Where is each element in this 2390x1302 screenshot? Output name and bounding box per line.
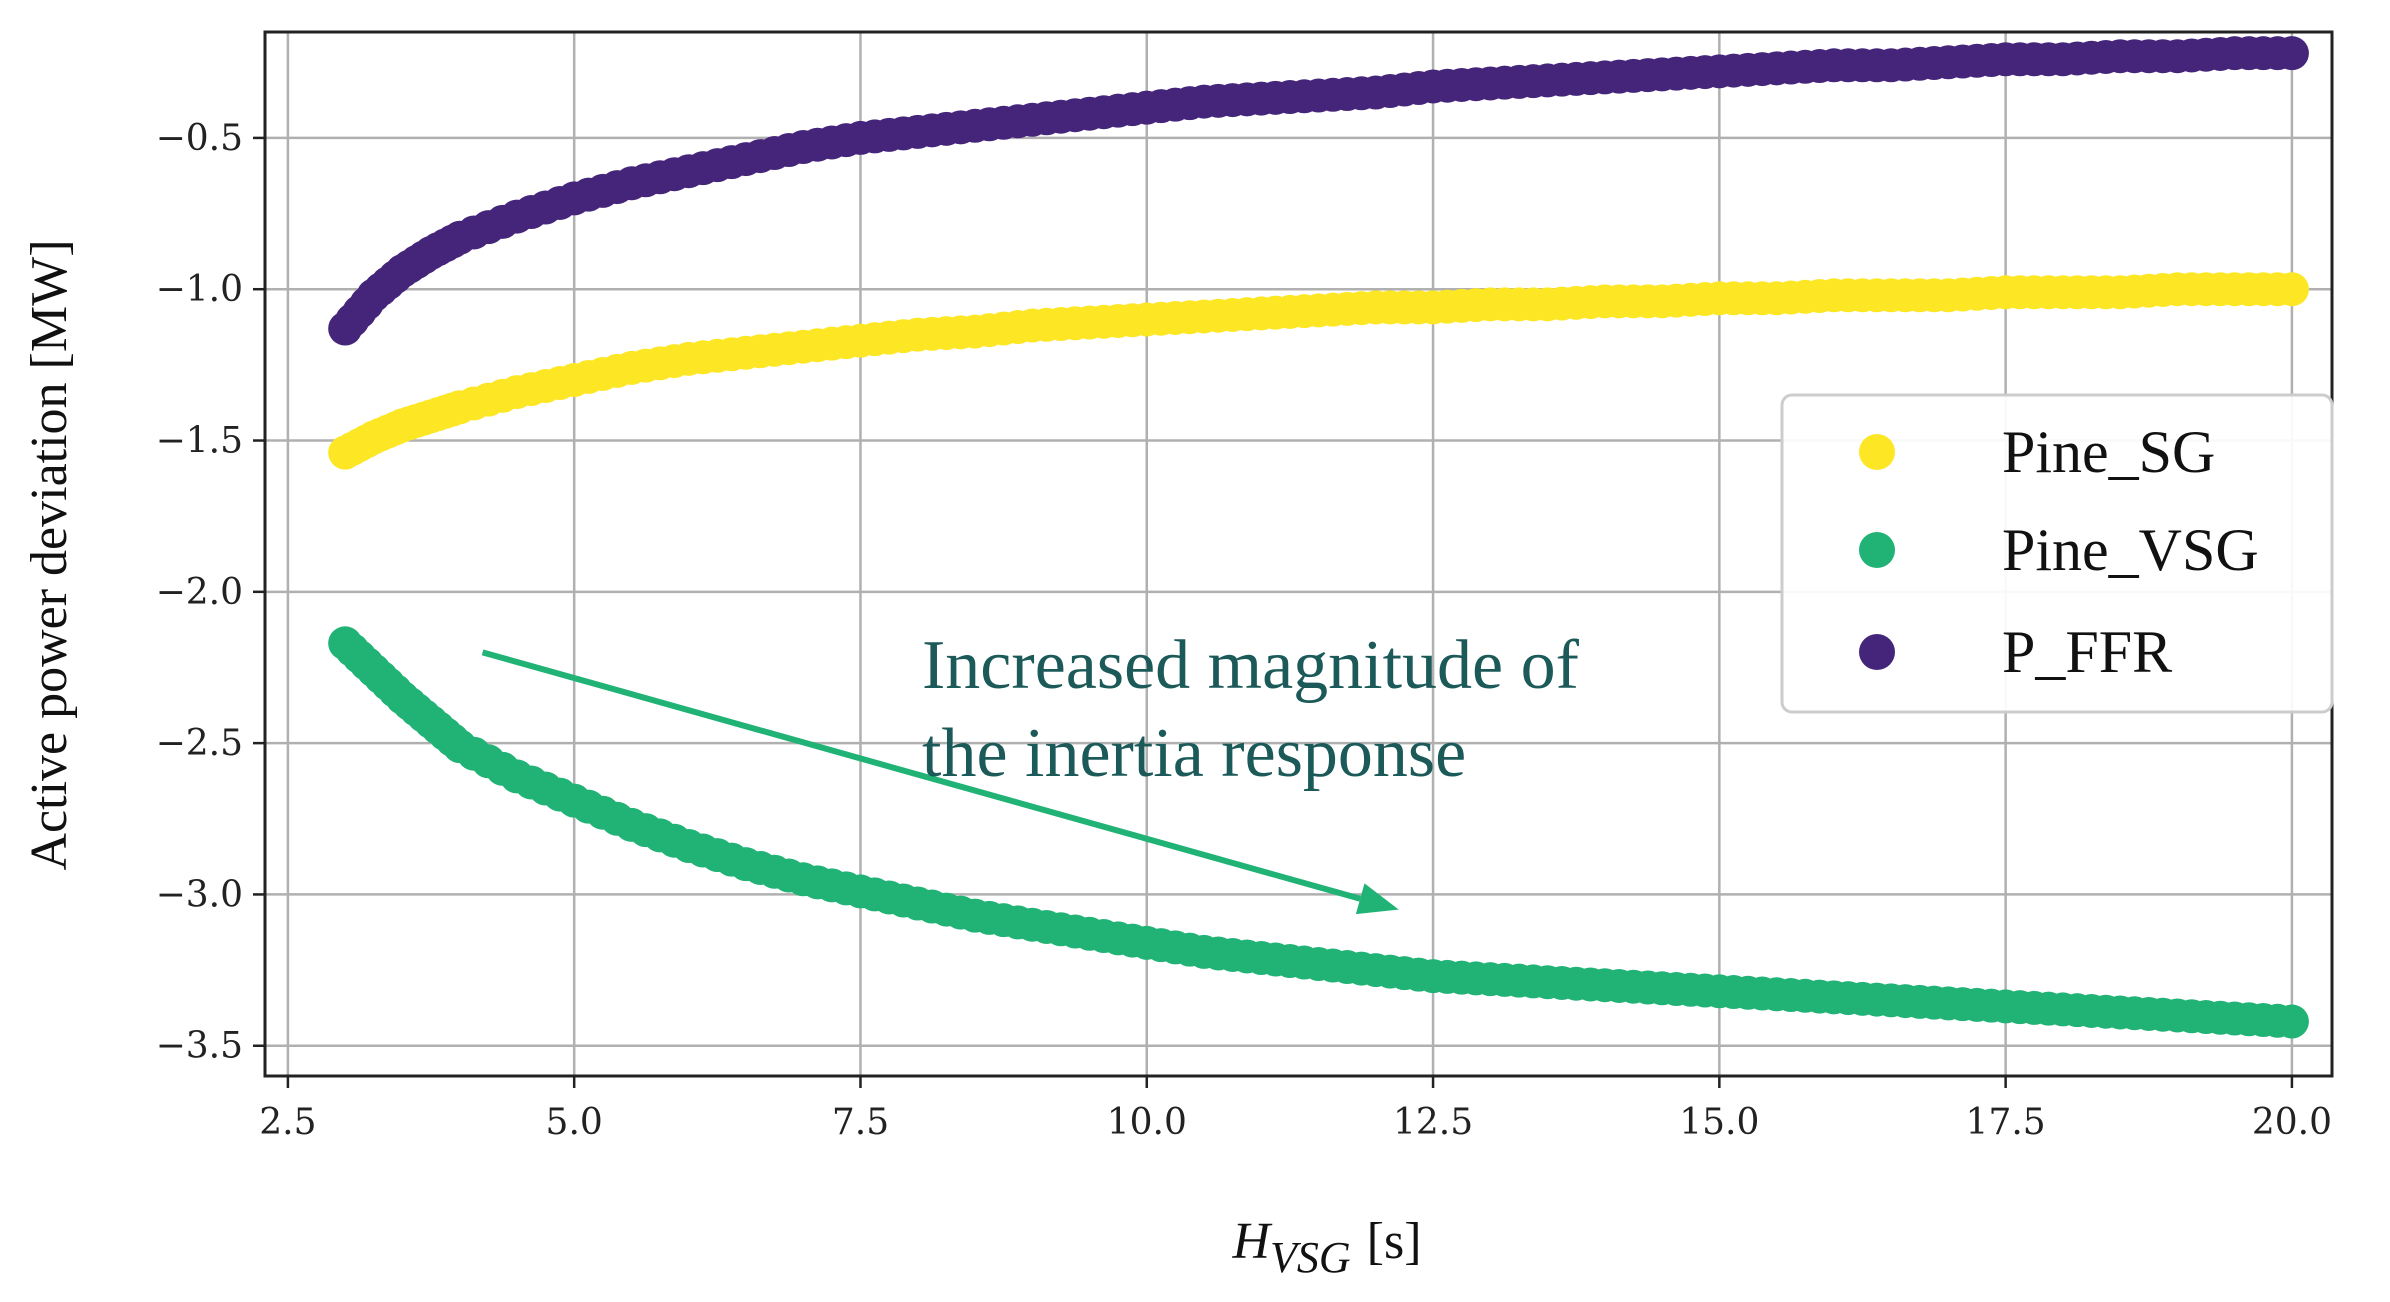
x-tick-label: 5.0 [546,1102,603,1143]
x-axis-label-main: H [1231,1213,1272,1270]
legend-label-pine-sg: Pine_SG [2002,419,2215,485]
y-tick-label: −2.0 [156,572,243,613]
y-tick-label: −0.5 [156,118,243,159]
y-tick-label: −1.5 [156,421,243,462]
x-tick-label: 20.0 [2252,1102,2332,1143]
annotation-text-line2: the inertia response [922,715,1466,792]
series-p-ffr [328,36,2309,346]
series-pine-vsg [328,626,2309,1039]
annotation-arrow-line [481,649,1362,902]
annotation-text-line1: Increased magnitude of [922,627,1580,704]
legend-marker-pine-sg [1859,434,1895,470]
x-axis-label: HVSG [s] [1231,1213,1421,1282]
y-axis-label: Active power deviation [MW] [21,239,78,870]
annotation-arrow-head [1355,883,1399,915]
x-tick-label: 12.5 [1393,1102,1473,1143]
x-tick-label: 15.0 [1679,1102,1759,1143]
legend-marker-pine-vsg [1859,532,1895,568]
y-tick-label: −3.0 [156,874,243,915]
y-tick-label: −3.5 [156,1026,243,1067]
series-pine-sg [328,272,2309,470]
legend-label-pine-vsg: Pine_VSG [2002,517,2259,583]
legend-box [1780,393,2334,714]
y-tick-label: −2.5 [156,723,243,764]
data-point [2274,272,2309,307]
y-tick-label: −1.0 [156,269,243,310]
ticks-layer: 2.5 5.0 7.5 10.0 12.5 15.0 17.5 20.0 −0.5 −1.0 −1.… [156,118,2332,1143]
data-point [2274,1004,2309,1039]
legend: Pine_SG Pine_VSG P_FFR [1780,393,2334,714]
x-axis-label-sub: VSG [1270,1233,1351,1282]
annotation: Increased magnitude of the inertia respo… [481,627,1580,915]
legend-marker-p-ffr [1859,634,1895,670]
series-layer [328,36,2309,1039]
x-tick-label: 17.5 [1966,1102,2046,1143]
legend-label-p-ffr: P_FFR [2002,619,2172,685]
x-axis-label-unit: [s] [1367,1213,1422,1270]
x-tick-label: 10.0 [1107,1102,1187,1143]
x-tick-label: 7.5 [832,1102,889,1143]
data-point [2274,36,2309,71]
x-tick-label: 2.5 [259,1102,316,1143]
